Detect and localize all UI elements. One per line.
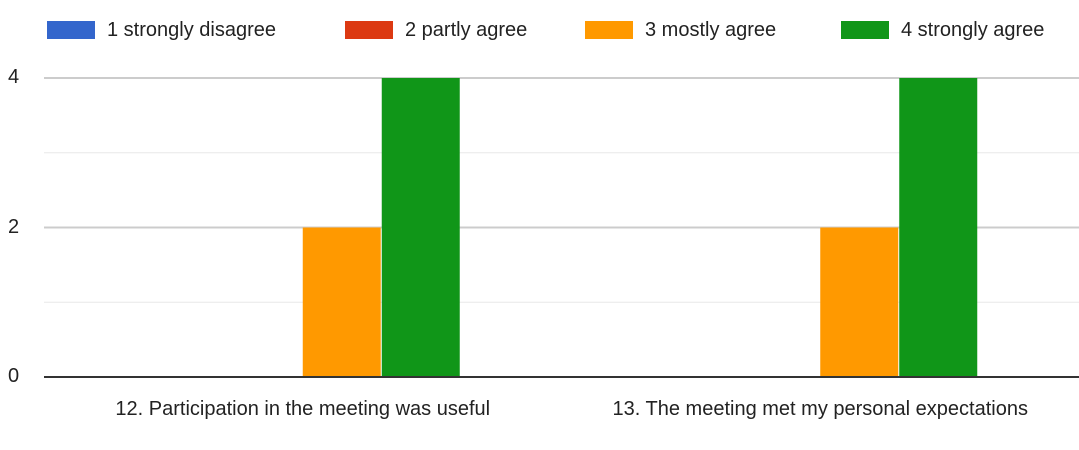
y-tick-label: 2 bbox=[8, 215, 20, 238]
legend-label: 1 strongly disagree bbox=[107, 18, 276, 41]
bar bbox=[302, 227, 381, 377]
legend-item-partly-agree: 2 partly agree bbox=[345, 18, 527, 42]
legend-swatch bbox=[841, 21, 889, 39]
legend-label: 2 partly agree bbox=[405, 18, 528, 41]
legend-item-strongly-disagree: 1 strongly disagree bbox=[47, 18, 276, 42]
legend-swatch bbox=[585, 21, 633, 39]
legend-swatch bbox=[345, 21, 393, 39]
y-tick-label: 4 bbox=[8, 66, 20, 88]
legend-label: 4 strongly agree bbox=[901, 18, 1045, 41]
legend-swatch bbox=[47, 21, 95, 39]
legend-item-strongly-agree: 4 strongly agree bbox=[841, 18, 1044, 42]
chart-legend: 1 strongly disagree 2 partly agree 3 mos… bbox=[0, 18, 1079, 42]
legend-label: 3 mostly agree bbox=[645, 18, 777, 41]
bar bbox=[820, 227, 899, 377]
x-category-label: 12. Participation in the meeting was use… bbox=[115, 398, 491, 420]
bar bbox=[899, 78, 978, 377]
bar bbox=[381, 78, 460, 377]
legend-item-mostly-agree: 3 mostly agree bbox=[585, 18, 776, 42]
bars bbox=[302, 78, 978, 377]
x-category-label: 13. The meeting met my personal expectat… bbox=[612, 398, 1028, 420]
y-tick-label: 0 bbox=[8, 365, 20, 387]
